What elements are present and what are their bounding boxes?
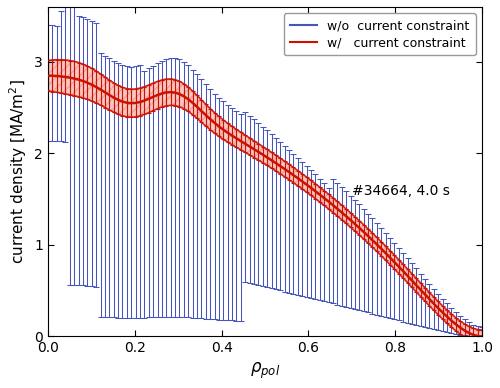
Legend: w/o  current constraint, w/   current constraint: w/o current constraint, w/ current const…	[284, 13, 476, 55]
Y-axis label: current density [MA/m$^2$]: current density [MA/m$^2$]	[7, 79, 28, 264]
X-axis label: $\rho_{pol}$: $\rho_{pol}$	[250, 361, 280, 381]
Text: #34664, 4.0 s: #34664, 4.0 s	[352, 184, 450, 198]
